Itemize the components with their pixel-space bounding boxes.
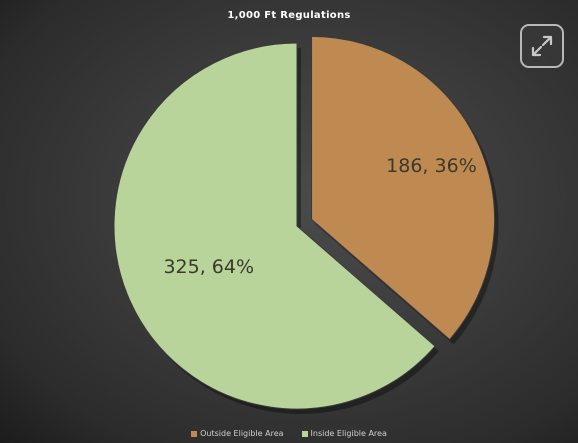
slice-label-inside-eligible: 325, 64% bbox=[163, 256, 254, 278]
slice-inside-eligible bbox=[113, 42, 436, 410]
legend: Outside Eligible Area Inside Eligible Ar… bbox=[0, 429, 578, 438]
legend-label-outside: Outside Eligible Area bbox=[200, 429, 284, 438]
legend-swatch-inside bbox=[301, 430, 308, 437]
legend-swatch-outside bbox=[191, 430, 198, 437]
slice-label-outside-eligible: 186, 36% bbox=[386, 155, 477, 177]
legend-item-inside: Inside Eligible Area bbox=[301, 429, 387, 438]
legend-label-inside: Inside Eligible Area bbox=[310, 429, 387, 438]
slice-outside-eligible bbox=[311, 35, 496, 341]
expand-button[interactable] bbox=[520, 24, 564, 68]
expand-icon bbox=[531, 35, 553, 57]
chart-title: 1,000 Ft Regulations bbox=[227, 10, 351, 21]
legend-item-outside: Outside Eligible Area bbox=[191, 429, 284, 438]
